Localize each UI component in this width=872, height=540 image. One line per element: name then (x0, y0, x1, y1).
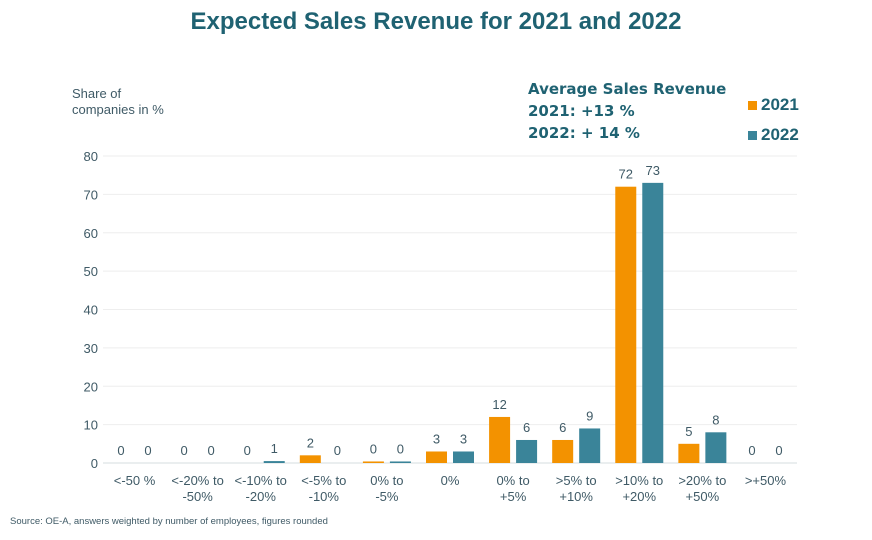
data-label-2022: 0 (144, 443, 151, 458)
data-label-2022: 6 (523, 420, 530, 435)
x-tick-label: >10% to (615, 473, 663, 488)
x-tick-label: 0% to (370, 473, 403, 488)
average-sales-annotation: Average Sales Revenue 2021: +13 % 2022: … (528, 78, 726, 144)
x-tick-label: >+50% (745, 473, 787, 488)
data-label-2022: 0 (334, 443, 341, 458)
x-tick-label: 0% to (496, 473, 529, 488)
y-tick-label: 50 (84, 264, 98, 279)
y-tick-label: 0 (91, 456, 98, 471)
legend: 2021 2022 (748, 90, 799, 150)
y-tick-label: 60 (84, 226, 98, 241)
annotation-heading: Average Sales Revenue (528, 80, 727, 98)
bar-2022 (642, 182, 664, 464)
bar-2022 (389, 461, 411, 463)
chart-title: Expected Sales Revenue for 2021 and 2022 (190, 8, 682, 35)
data-label-2021: 0 (181, 443, 188, 458)
data-label-2022: 73 (646, 163, 660, 178)
y-tick-label: 30 (84, 341, 98, 356)
data-label-2021: 72 (619, 167, 633, 182)
data-label-2021: 5 (685, 424, 692, 439)
bar-2021 (299, 455, 321, 463)
x-tick-label: -5% (375, 489, 399, 504)
data-label-2022: 1 (271, 441, 278, 456)
legend-label-2021: 2021 (761, 95, 799, 114)
legend-item-2022[interactable]: 2022 (748, 120, 799, 150)
source-note: Source: OE-A, answers weighted by number… (10, 516, 328, 527)
data-label-2022: 0 (775, 443, 782, 458)
data-label-2022: 0 (208, 443, 215, 458)
data-label-2022: 9 (586, 408, 593, 423)
data-label-2021: 3 (433, 431, 440, 446)
y-axis-label: Share of companies in % (72, 86, 164, 117)
annotation-line-2021: 2021: +13 % (528, 102, 635, 120)
x-tick-label: -20% (246, 489, 277, 504)
x-tick-label: <-10% to (235, 473, 287, 488)
bar-2022 (579, 428, 601, 463)
x-tick-label: 0% (441, 473, 460, 488)
data-label-2021: 0 (370, 441, 377, 456)
bar-2021 (678, 443, 700, 463)
legend-swatch-2021 (748, 100, 757, 110)
x-tick-label: -50% (182, 489, 213, 504)
data-label-2021: 0 (244, 443, 251, 458)
y-tick-label: 40 (84, 303, 98, 318)
data-label-2021: 6 (559, 420, 566, 435)
bar-2021 (362, 461, 384, 463)
legend-swatch-2022 (748, 130, 757, 140)
annotation-line-2022: 2022: + 14 % (528, 124, 640, 142)
x-tick-label: -10% (309, 489, 340, 504)
x-tick-label: >5% to (556, 473, 597, 488)
bar-2021 (489, 416, 511, 463)
x-tick-label: +5% (500, 489, 527, 504)
legend-item-2021[interactable]: 2021 (748, 90, 799, 120)
y-tick-label: 20 (84, 379, 98, 394)
legend-label-2022: 2022 (761, 125, 799, 144)
x-tick-label: <-20% to (171, 473, 223, 488)
data-label-2022: 8 (712, 412, 719, 427)
x-tick-label: <-50 % (114, 473, 156, 488)
bar-2022 (516, 439, 538, 463)
data-label-2021: 0 (748, 443, 755, 458)
bar-2022 (453, 451, 474, 463)
y-tick-label: 70 (84, 187, 98, 202)
data-label-2022: 0 (397, 441, 404, 456)
data-label-2021: 0 (117, 443, 124, 458)
x-tick-label: >20% to (678, 473, 726, 488)
bar-2022 (263, 461, 285, 463)
data-label-2021: 12 (492, 397, 506, 412)
x-tick-label: +20% (622, 489, 656, 504)
bar-2022 (705, 432, 727, 463)
x-tick-label: +10% (559, 489, 593, 504)
data-label-2021: 2 (307, 435, 314, 450)
bar-2021 (426, 451, 447, 463)
bar-2021 (552, 439, 574, 463)
data-label-2022: 3 (460, 431, 467, 446)
y-tick-label: 10 (84, 418, 98, 433)
bar-2021 (615, 186, 637, 463)
x-tick-label: <-5% to (301, 473, 346, 488)
x-tick-label: +50% (686, 489, 720, 504)
y-tick-label: 80 (84, 149, 98, 164)
